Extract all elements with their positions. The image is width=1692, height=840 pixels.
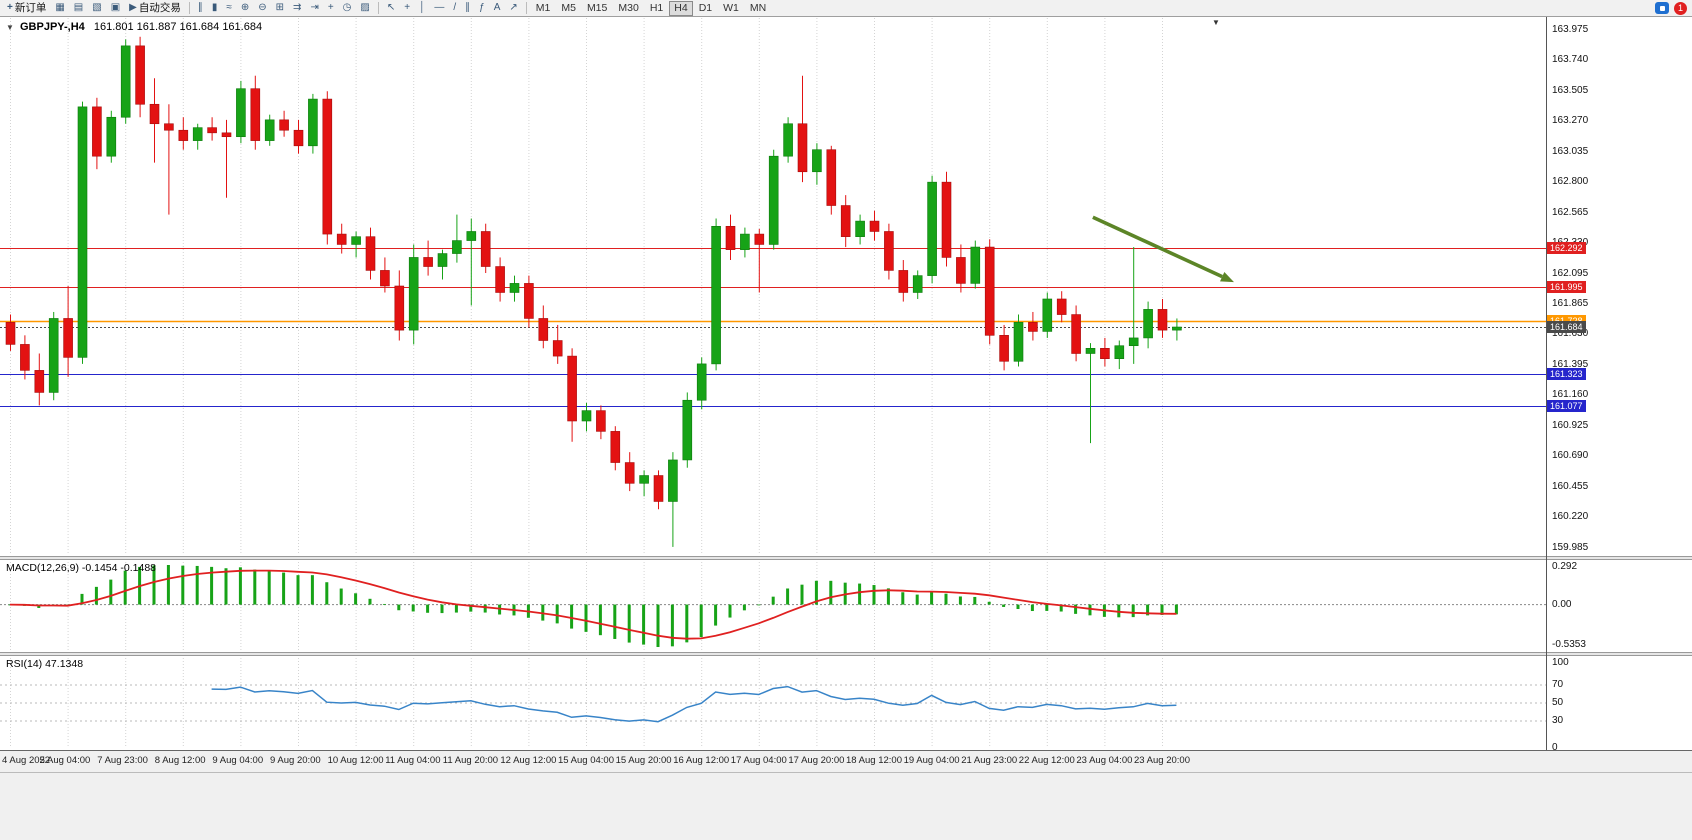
arrow-object-icon: ↗	[509, 2, 518, 13]
navigator-icon: ▧	[92, 2, 102, 13]
timeframe-m30-button[interactable]: M30	[613, 1, 643, 16]
new-order-button[interactable]: + 新订单	[3, 1, 50, 16]
new-order-icon: +	[7, 2, 13, 13]
templates-icon: ▨	[360, 2, 370, 13]
tile-windows-icon[interactable]: ⊞	[272, 1, 288, 16]
crosshair-icon[interactable]: +	[400, 1, 414, 16]
market-watch-icon: ▦	[55, 2, 65, 13]
bar-chart-icon[interactable]: ∥	[194, 1, 207, 16]
timeframe-d1-button[interactable]: D1	[694, 1, 717, 16]
fibonacci-icon[interactable]: ƒ	[475, 1, 489, 16]
horizontal-line-icon: —	[434, 2, 445, 13]
indicators-icon: +	[327, 2, 334, 13]
crosshair-icon: +	[404, 2, 411, 13]
line-chart-icon[interactable]: ≈	[222, 1, 236, 16]
notification-badge[interactable]: 1	[1674, 1, 1687, 15]
macd-label: MACD(12,26,9) -0.1454 -0.1488	[6, 562, 156, 574]
toolbar-separator	[188, 2, 190, 14]
timeframe-h1-button[interactable]: H1	[645, 1, 668, 16]
text-icon[interactable]: A	[490, 1, 505, 16]
play-icon: ▶	[129, 2, 137, 13]
toolbar-separator	[377, 2, 379, 14]
vertical-line-icon[interactable]: │	[415, 1, 429, 16]
chart-shift-icon: ⇥	[310, 2, 319, 13]
text-icon: A	[493, 2, 501, 13]
chart-shift-icon[interactable]: ⇥	[306, 1, 322, 16]
cursor-icon: ↖	[386, 2, 396, 13]
timeframe-h4-button[interactable]: H4	[669, 0, 693, 16]
market-watch-icon[interactable]: ▦	[51, 1, 68, 16]
new-order-label: 新订单	[14, 2, 47, 14]
toolbar-separator	[525, 2, 527, 14]
chart-header: ▼ GBPJPY-,H4 161.801 161.887 161.684 161…	[6, 21, 262, 33]
symbol-period-label: GBPJPY-,H4	[19, 21, 85, 33]
horizontal-line-icon[interactable]: —	[430, 1, 448, 16]
timeframe-m5-button[interactable]: M5	[556, 1, 581, 16]
symbol-dropdown-icon[interactable]: ▼	[6, 23, 14, 32]
zoom-out-icon[interactable]: ⊖	[254, 1, 270, 16]
community-icon[interactable]	[1655, 2, 1669, 14]
bar-chart-icon: ∥	[197, 2, 203, 13]
auto-scroll-icon[interactable]: ⇉	[289, 1, 305, 16]
rsi-label: RSI(14) 47.1348	[6, 658, 84, 670]
terminal-icon[interactable]: ▣	[107, 1, 124, 16]
timeframe-w1-button[interactable]: W1	[718, 1, 744, 16]
periods-icon: ◷	[342, 2, 352, 13]
timeframe-m1-button[interactable]: M1	[531, 1, 556, 16]
channel-icon: ∥	[465, 2, 471, 13]
toolbar: + 新订单 ▦ ▤ ▧ ▣ ▶ 自动交易 ∥ ▮ ≈ ⊕ ⊖ ⊞ ⇉ ⇥ + ◷ ▨ ↖ + │ — / ∥ ƒ…	[0, 0, 1692, 17]
vertical-line-icon: │	[419, 2, 426, 13]
auto-trading-label: 自动交易	[138, 2, 181, 14]
auto-trading-button[interactable]: ▶ 自动交易	[125, 1, 185, 16]
candlestick-chart-icon: ▮	[211, 2, 218, 13]
trendline-icon: /	[453, 2, 457, 13]
ohlc-label: 161.801 161.887 161.684 161.684	[93, 21, 263, 33]
timeframe-m15-button[interactable]: M15	[582, 1, 612, 16]
candlestick-chart-icon[interactable]: ▮	[208, 1, 222, 16]
line-chart-icon: ≈	[226, 2, 232, 13]
community-icon-dot	[1659, 5, 1665, 11]
data-window-icon: ▤	[73, 2, 84, 13]
zoom-out-icon: ⊖	[258, 2, 267, 13]
zoom-in-icon[interactable]: ⊕	[237, 1, 253, 16]
navigator-icon[interactable]: ▧	[88, 1, 105, 16]
channel-icon[interactable]: ∥	[461, 1, 474, 16]
arrow-object-icon[interactable]: ↗	[505, 1, 521, 16]
trendline-icon[interactable]: /	[449, 1, 460, 16]
timeframe-mn-button[interactable]: MN	[745, 1, 771, 16]
indicators-icon[interactable]: +	[324, 1, 338, 16]
fibonacci-icon: ƒ	[479, 2, 485, 13]
data-window-icon[interactable]: ▤	[70, 1, 87, 16]
zoom-in-icon: ⊕	[240, 2, 250, 13]
chart-shift-marker: ▼	[1212, 18, 1220, 27]
auto-scroll-icon: ⇉	[293, 2, 302, 13]
periods-icon[interactable]: ◷	[339, 1, 356, 16]
terminal-icon: ▣	[110, 2, 121, 13]
cursor-icon[interactable]: ↖	[383, 1, 399, 16]
tile-windows-icon: ⊞	[275, 2, 285, 13]
templates-icon[interactable]: ▨	[356, 1, 373, 16]
